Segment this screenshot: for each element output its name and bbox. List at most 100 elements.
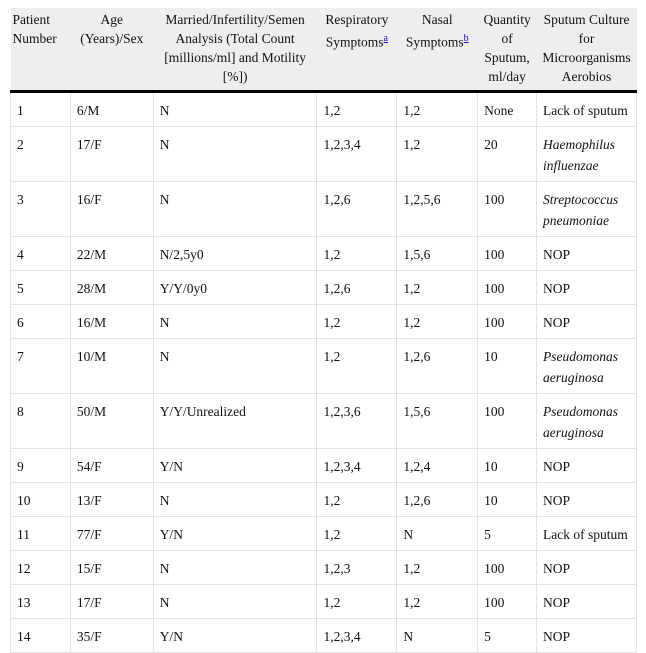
table-row: 10 13/F N 1,2 1,2,6 10 NOP — [10, 482, 637, 517]
cell-respiratory-symptoms: 1,2 — [316, 304, 398, 339]
table-row: 2 17/F N 1,2,3,4 1,2 20 Haemophilus influenzae — [10, 126, 637, 182]
cell-nasal-symptoms: 1,5,6 — [396, 236, 479, 271]
cell-patient-number: 8 — [10, 393, 71, 449]
footnote-link[interactable]: a — [383, 33, 388, 44]
header-sputum-culture: Sputum Culture for Microorganisms Aerobi… — [536, 8, 637, 93]
cell-respiratory-symptoms: 1,2 — [316, 338, 398, 394]
cell-sputum-culture: Lack of sputum — [536, 91, 637, 127]
table-row: 14 35/F Y/N 1,2,3,4 N 5 NOP — [10, 618, 637, 653]
cell-patient-number: 6 — [10, 304, 71, 339]
table-row: 4 22/M N/2,5y0 1,2 1,5,6 100 NOP — [10, 236, 637, 271]
cell-respiratory-symptoms: 1,2 — [316, 91, 398, 127]
table-row: 9 54/F Y/N 1,2,3,4 1,2,4 10 NOP — [10, 448, 637, 483]
cell-sputum-quantity: 10 — [477, 482, 538, 517]
cell-age-sex: 77/F — [69, 516, 154, 551]
cell-patient-number: 2 — [10, 126, 71, 182]
table-row: 6 16/M N 1,2 1,2 100 NOP — [10, 304, 637, 339]
cell-respiratory-symptoms: 1,2,6 — [316, 181, 398, 237]
table-row: 1 6/M N 1,2 1,2 None Lack of sputum — [10, 91, 637, 127]
table-row: 5 28/M Y/Y/0y0 1,2,6 1,2 100 NOP — [10, 270, 637, 305]
cell-nasal-symptoms: N — [396, 618, 479, 653]
cell-nasal-symptoms: 1,2 — [396, 91, 479, 127]
cell-respiratory-symptoms: 1,2,3,4 — [316, 618, 398, 653]
cell-sputum-culture: Lack of sputum — [536, 516, 637, 551]
cell-respiratory-symptoms: 1,2,6 — [316, 270, 398, 305]
cell-married-infertility-semen: N — [152, 91, 318, 127]
cell-sputum-culture: NOP — [536, 236, 637, 271]
cell-age-sex: 6/M — [69, 91, 154, 127]
cell-married-infertility-semen: N — [152, 126, 318, 182]
cell-sputum-culture: Streptococcus pneumoniae — [536, 181, 637, 237]
header-label: Age (Years)/Sex — [80, 12, 144, 46]
cell-married-infertility-semen: N — [152, 181, 318, 237]
cell-sputum-culture: NOP — [536, 618, 637, 653]
cell-sputum-quantity: 10 — [477, 448, 538, 483]
cell-age-sex: 15/F — [69, 550, 154, 585]
cell-sputum-culture: Haemophilus influenzae — [536, 126, 637, 182]
cell-sputum-quantity: 10 — [477, 338, 538, 394]
header-age-sex: Age (Years)/Sex — [70, 8, 154, 93]
cell-sputum-culture: NOP — [536, 584, 637, 619]
table-row: 7 10/M N 1,2 1,2,6 10 Pseudomonas aeruginosa — [10, 338, 637, 394]
cell-married-infertility-semen: N — [152, 304, 318, 339]
cell-married-infertility-semen: N — [152, 550, 318, 585]
cell-patient-number: 1 — [10, 91, 71, 127]
cell-married-infertility-semen: Y/N — [152, 618, 318, 653]
cell-patient-number: 3 — [10, 181, 71, 237]
cell-sputum-quantity: 100 — [477, 270, 538, 305]
header-label: Patient Number — [12, 12, 57, 46]
cell-nasal-symptoms: 1,2,6 — [396, 338, 479, 394]
cell-respiratory-symptoms: 1,2,3,6 — [316, 393, 398, 449]
table-row: 8 50/M Y/Y/Unrealized 1,2,3,6 1,5,6 100 Pseudo… — [10, 393, 637, 449]
cell-respiratory-symptoms: 1,2 — [316, 236, 398, 271]
cell-nasal-symptoms: 1,2 — [396, 584, 479, 619]
cell-age-sex: 22/M — [69, 236, 154, 271]
header-nasal-symptoms: Nasal Symptomsb — [396, 8, 478, 93]
cell-married-infertility-semen: Y/N — [152, 448, 318, 483]
cell-sputum-culture: NOP — [536, 270, 637, 305]
cell-age-sex: 17/F — [69, 584, 154, 619]
cell-married-infertility-semen: Y/Y/Unrealized — [152, 393, 318, 449]
cell-respiratory-symptoms: 1,2 — [316, 584, 398, 619]
cell-respiratory-symptoms: 1,2,3,4 — [316, 126, 398, 182]
cell-sputum-culture: NOP — [536, 550, 637, 585]
cell-married-infertility-semen: Y/N — [152, 516, 318, 551]
cell-nasal-symptoms: 1,5,6 — [396, 393, 479, 449]
header-label: Nasal Symptoms — [405, 12, 464, 50]
cell-sputum-quantity: 100 — [477, 584, 538, 619]
cell-sputum-culture: Pseudomonas aeruginosa — [536, 393, 637, 449]
cell-age-sex: 13/F — [69, 482, 154, 517]
cell-patient-number: 9 — [10, 448, 71, 483]
cell-sputum-culture: NOP — [536, 482, 637, 517]
table-row: 11 77/F Y/N 1,2 N 5 Lack of sputum — [10, 516, 637, 551]
footnote-link[interactable]: b — [463, 33, 469, 44]
cell-nasal-symptoms: N — [396, 516, 479, 551]
cell-patient-number: 14 — [10, 618, 71, 653]
cell-sputum-quantity: 100 — [477, 550, 538, 585]
table-row: 13 17/F N 1,2 1,2 100 NOP — [10, 584, 637, 619]
cell-nasal-symptoms: 1,2,6 — [396, 482, 479, 517]
header-label: Respiratory Symptoms — [325, 12, 389, 50]
cell-married-infertility-semen: N — [152, 584, 318, 619]
cell-patient-number: 5 — [10, 270, 71, 305]
header-label: Sputum Culture for Microorganisms Aerobi… — [542, 12, 631, 84]
cell-sputum-quantity: 5 — [477, 516, 538, 551]
cell-respiratory-symptoms: 1,2,3 — [316, 550, 398, 585]
cell-patient-number: 4 — [10, 236, 71, 271]
cell-age-sex: 28/M — [69, 270, 154, 305]
cell-patient-number: 7 — [10, 338, 71, 394]
cell-nasal-symptoms: 1,2 — [396, 126, 479, 182]
cell-age-sex: 17/F — [69, 126, 154, 182]
cell-age-sex: 16/M — [69, 304, 154, 339]
header-label: Quantity of Sputum, ml/day — [483, 12, 531, 84]
cell-nasal-symptoms: 1,2 — [396, 304, 479, 339]
table-row: 3 16/F N 1,2,6 1,2,5,6 100 Streptococcus pneum… — [10, 181, 637, 237]
cell-sputum-quantity: 5 — [477, 618, 538, 653]
cell-age-sex: 10/M — [69, 338, 154, 394]
cell-married-infertility-semen: N/2,5y0 — [152, 236, 318, 271]
cell-respiratory-symptoms: 1,2 — [316, 516, 398, 551]
cell-sputum-culture: NOP — [536, 304, 637, 339]
cell-age-sex: 50/M — [69, 393, 154, 449]
header-label: Married/Infertility/Semen Analysis (Tota… — [164, 12, 306, 84]
cell-sputum-quantity: None — [477, 91, 538, 127]
